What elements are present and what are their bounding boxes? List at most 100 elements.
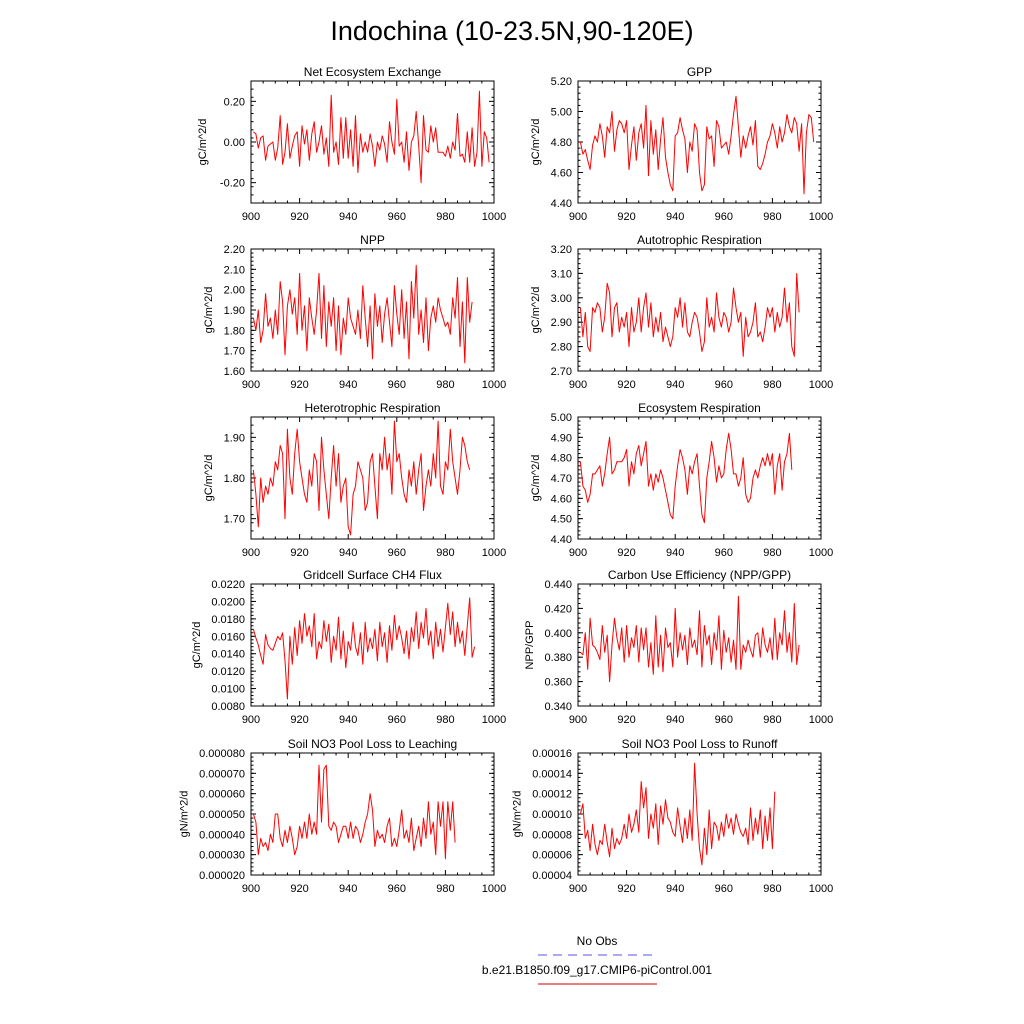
legend: No Obs b.e21.B1850.f09_g17.CMIP6-piContr… [482, 934, 712, 985]
panel-title: Soil NO3 Pool Loss to Leaching [288, 737, 457, 751]
y-tick-label: 2.80 [551, 342, 572, 354]
plot-frame [577, 583, 822, 707]
y-tick-label: 0.20 [224, 96, 245, 108]
x-tick-label: 960 [388, 547, 406, 559]
x-tick-label: 920 [617, 379, 635, 391]
y-tick-label: 0.000050 [199, 809, 245, 821]
x-tick-label: 980 [436, 547, 454, 559]
y-tick-label: -0.20 [220, 178, 245, 190]
x-tick-label: 980 [763, 547, 781, 559]
series-line [252, 264, 473, 364]
y-tick-label: 1.80 [224, 325, 245, 337]
panel-gpp: GPP 900 920 940 960 980 1000 4.40 4.60 4.80 5.00 5.… [530, 65, 833, 223]
plot-frame [577, 752, 822, 876]
series-line [579, 272, 800, 357]
x-tick-label: 920 [290, 547, 308, 559]
y-tick-label: 2.20 [224, 244, 245, 256]
y-tick-label: 0.400 [544, 628, 572, 640]
series-line [579, 762, 776, 866]
y-tick-label: 4.50 [551, 514, 572, 526]
y-tick-label: 1.60 [224, 366, 245, 378]
x-tick-label: 900 [569, 211, 587, 223]
panel-npp: NPP 900 920 940 960 980 1000 1.60 1.70 1.80 1.90 2.… [203, 233, 506, 391]
y-tick-label: 2.90 [551, 317, 572, 329]
y-axis-label: gC/m^2/d [530, 119, 542, 166]
x-tick-label: 980 [436, 379, 454, 391]
x-tick-label: 920 [290, 714, 308, 726]
x-tick-label: 920 [617, 714, 635, 726]
y-tick-label: 0.00016 [532, 748, 572, 760]
x-tick-label: 900 [569, 714, 587, 726]
y-tick-label: 0.0160 [211, 631, 245, 643]
x-tick-label: 940 [666, 211, 684, 223]
y-tick-label: 0.0080 [211, 701, 245, 713]
x-tick-label: 900 [242, 714, 260, 726]
panel-gridcell-surface-ch4-flux: Gridcell Surface CH4 Flux 900 920 940 960 980… [191, 568, 506, 726]
y-tick-label: 0.000020 [199, 870, 245, 882]
x-tick-label: 900 [569, 379, 587, 391]
panel-title: Net Ecosystem Exchange [304, 65, 442, 79]
x-tick-label: 1000 [809, 714, 833, 726]
plot-frame [577, 80, 822, 204]
x-tick-label: 940 [666, 379, 684, 391]
y-axis-label: gC/m^2/d [203, 287, 215, 334]
y-axis-label: gC/m^2/d [530, 455, 542, 502]
y-tick-label: 1.70 [224, 346, 245, 358]
y-tick-label: 0.0100 [211, 684, 245, 696]
panel-ecosystem-respiration: Ecosystem Respiration 900 920 940 960 980 1000… [530, 401, 833, 559]
panel-net-ecosystem-exchange: Net Ecosystem Exchange 900 920 940 960 980 100… [197, 65, 506, 223]
y-tick-label: 0.0200 [211, 596, 245, 608]
y-tick-label: 4.60 [551, 168, 572, 180]
panel-title: Soil NO3 Pool Loss to Runoff [622, 737, 779, 751]
y-axis-label: NPP/GPP [524, 621, 536, 670]
y-tick-label: 2.00 [224, 285, 245, 297]
panel-title: GPP [687, 65, 712, 79]
y-axis-label: gN/m^2/d [178, 791, 190, 838]
y-tick-label: 0.00014 [532, 768, 572, 780]
panel-carbon-use-efficiency-npp-gpp: Carbon Use Efficiency (NPP/GPP) 900 920 940… [524, 568, 833, 726]
x-tick-label: 940 [339, 211, 357, 223]
panel-title: Heterotrophic Respiration [304, 401, 440, 415]
x-tick-label: 980 [763, 883, 781, 895]
y-tick-label: 0.0120 [211, 666, 245, 678]
x-tick-label: 900 [242, 211, 260, 223]
y-tick-label: 0.0220 [211, 579, 245, 591]
y-tick-label: 0.340 [544, 701, 572, 713]
y-tick-label: 0.000030 [199, 850, 245, 862]
y-tick-label: 0.000070 [199, 768, 245, 780]
x-tick-label: 980 [763, 379, 781, 391]
y-tick-label: 4.40 [551, 198, 572, 210]
panel-soil-no3-pool-loss-to-runoff: Soil NO3 Pool Loss to Runoff 900 920 940 960… [512, 737, 834, 895]
series-line [252, 764, 456, 860]
series-line [579, 95, 815, 195]
y-tick-label: 1.80 [224, 473, 245, 485]
x-tick-label: 1000 [482, 883, 506, 895]
x-tick-label: 940 [666, 714, 684, 726]
plot-frame [250, 80, 495, 204]
legend-label-model-run: b.e21.B1850.f09_g17.CMIP6-piControl.001 [482, 963, 712, 977]
x-tick-label: 960 [388, 379, 406, 391]
x-tick-label: 1000 [809, 547, 833, 559]
y-tick-label: 4.40 [551, 534, 572, 546]
x-tick-label: 940 [339, 547, 357, 559]
series-line [580, 595, 800, 683]
x-tick-label: 920 [617, 547, 635, 559]
panel-title: Carbon Use Efficiency (NPP/GPP) [608, 568, 791, 582]
y-tick-label: 3.10 [551, 268, 572, 280]
panels: Net Ecosystem Exchange 900 920 940 960 980 100… [178, 65, 833, 895]
x-tick-label: 980 [436, 714, 454, 726]
x-tick-label: 1000 [809, 379, 833, 391]
y-tick-label: 3.00 [551, 293, 572, 305]
y-tick-label: 4.80 [551, 137, 572, 149]
y-tick-label: 0.00012 [532, 789, 572, 801]
y-tick-label: 0.000040 [199, 829, 245, 841]
x-tick-label: 900 [569, 547, 587, 559]
y-axis-label: gC/m^2/d [530, 287, 542, 334]
y-tick-label: 0.0180 [211, 614, 245, 626]
series-line [579, 432, 793, 524]
x-tick-label: 980 [763, 714, 781, 726]
x-tick-label: 1000 [482, 211, 506, 223]
x-tick-label: 960 [715, 379, 733, 391]
y-tick-label: 4.70 [551, 473, 572, 485]
